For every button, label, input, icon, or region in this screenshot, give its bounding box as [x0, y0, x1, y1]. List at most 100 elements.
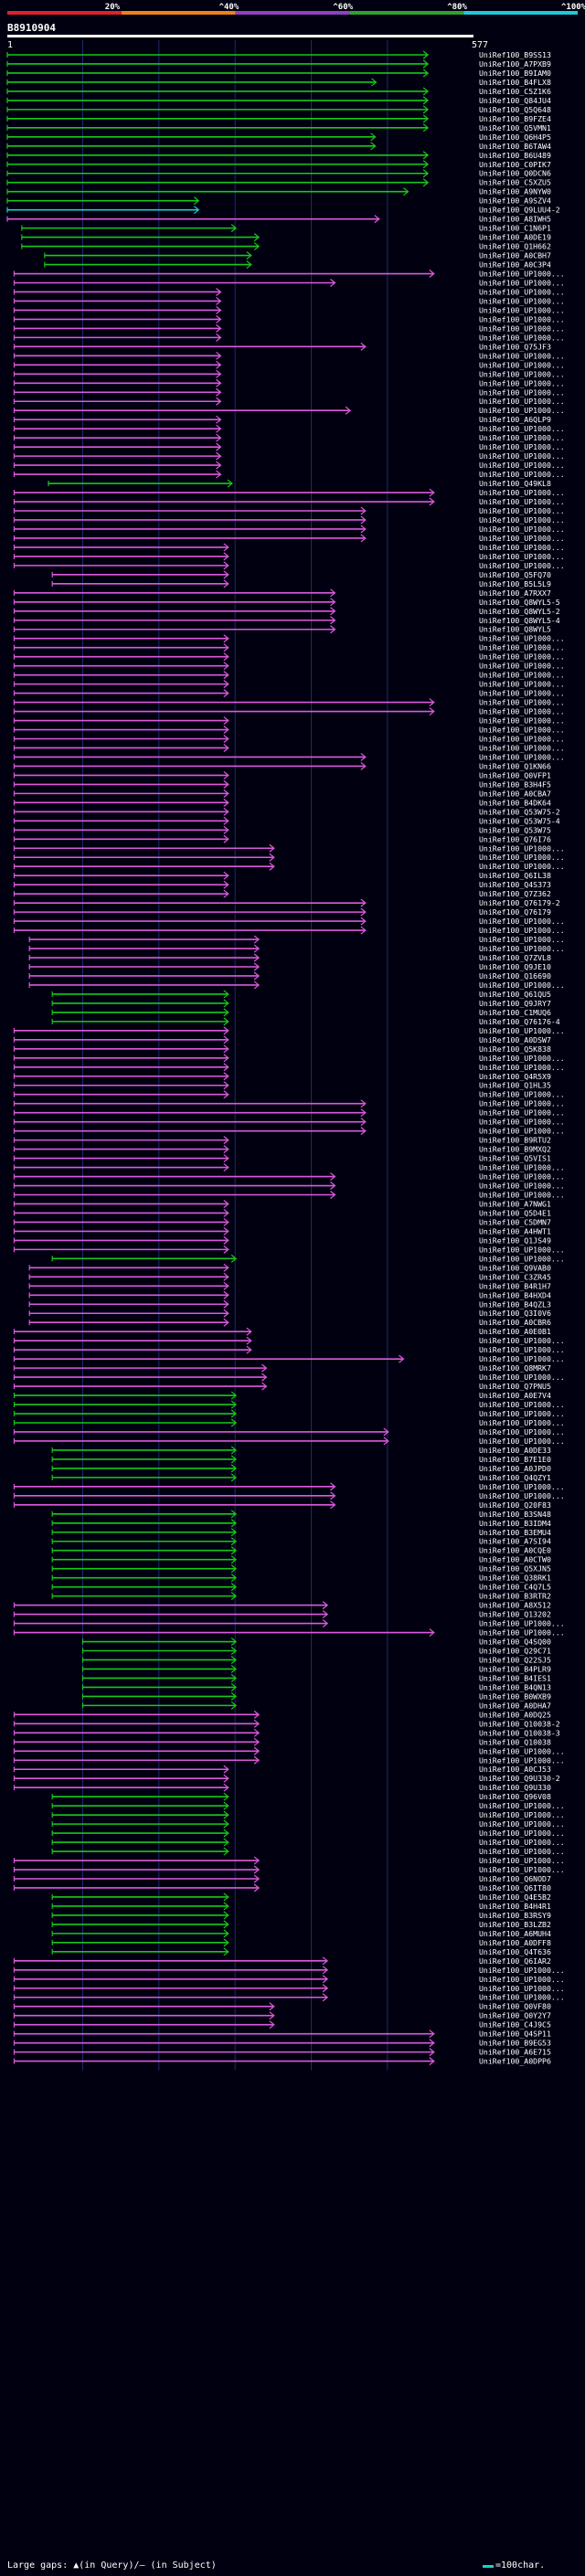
- hit-label[interactable]: UniRef100_Q9LUU4-2: [479, 206, 560, 215]
- hit-label[interactable]: UniRef100_B3EMU4: [479, 1528, 551, 1537]
- hit-label[interactable]: UniRef100_UP1000...: [479, 305, 565, 314]
- hit-label[interactable]: UniRef100_UP1000...: [479, 1118, 565, 1127]
- hit-label[interactable]: UniRef100_A8IWH5: [479, 215, 551, 224]
- hit-label[interactable]: UniRef100_UP1000...: [479, 1838, 565, 1847]
- hit-label[interactable]: UniRef100_Q9U330-2: [479, 1774, 560, 1783]
- hit-label[interactable]: UniRef100_Q84JU4: [479, 96, 551, 105]
- hit-label[interactable]: UniRef100_Q6H4P5: [479, 133, 551, 142]
- hit-label[interactable]: UniRef100_UP1000...: [479, 351, 565, 360]
- hit-label[interactable]: UniRef100_Q76179-2: [479, 898, 560, 907]
- hit-label[interactable]: UniRef100_B4DK64: [479, 798, 551, 807]
- hit-label[interactable]: UniRef100_A9NYW0: [479, 187, 551, 196]
- hit-label[interactable]: UniRef100_UP1000...: [479, 1090, 565, 1099]
- hit-label[interactable]: UniRef100_B4PLR9: [479, 1664, 551, 1673]
- hit-label[interactable]: UniRef100_A6E715: [479, 2048, 551, 2057]
- hit-label[interactable]: UniRef100_UP1000...: [479, 981, 565, 990]
- hit-label[interactable]: UniRef100_A9SZV4: [479, 196, 551, 206]
- hit-label[interactable]: UniRef100_UP1000...: [479, 935, 565, 944]
- hit-label[interactable]: UniRef100_UP1000...: [479, 662, 565, 671]
- hit-label[interactable]: UniRef100_Q9JRY7: [479, 999, 551, 1008]
- hit-label[interactable]: UniRef100_UP1000...: [479, 1801, 565, 1810]
- hit-label[interactable]: UniRef100_UP1000...: [479, 497, 565, 506]
- hit-label[interactable]: UniRef100_UP1000...: [479, 534, 565, 543]
- hit-label[interactable]: UniRef100_Q8MRK7: [479, 1363, 551, 1373]
- hit-label[interactable]: UniRef100_UP1000...: [479, 843, 565, 853]
- hit-label[interactable]: UniRef100_UP1000...: [479, 1099, 565, 1108]
- hit-label[interactable]: UniRef100_UP1000...: [479, 387, 565, 397]
- hit-label[interactable]: UniRef100_Q8WYL5-4: [479, 616, 560, 625]
- hit-label[interactable]: UniRef100_B9MXQ2: [479, 1145, 551, 1154]
- hit-label[interactable]: UniRef100_Q7Z362: [479, 889, 551, 898]
- hit-label[interactable]: UniRef100_UP1000...: [479, 1409, 565, 1418]
- hit-label[interactable]: UniRef100_UP1000...: [479, 442, 565, 451]
- hit-label[interactable]: UniRef100_C1N6P1: [479, 224, 551, 233]
- hit-label[interactable]: UniRef100_A0C3P4: [479, 260, 551, 270]
- hit-label[interactable]: UniRef100_B4HXD4: [479, 1290, 551, 1299]
- hit-label[interactable]: UniRef100_A0DE33: [479, 1446, 551, 1455]
- hit-label[interactable]: UniRef100_UP1000...: [479, 634, 565, 643]
- hit-label[interactable]: UniRef100_UP1000...: [479, 1336, 565, 1345]
- hit-label[interactable]: UniRef100_Q0VFP1: [479, 770, 551, 779]
- hit-label[interactable]: UniRef100_UP1000...: [479, 1755, 565, 1765]
- hit-label[interactable]: UniRef100_UP1000...: [479, 1984, 565, 1993]
- hit-label[interactable]: UniRef100_C3ZR45: [479, 1272, 551, 1281]
- hit-label[interactable]: UniRef100_A4HWT1: [479, 1226, 551, 1235]
- hit-label[interactable]: UniRef100_UP1000...: [479, 279, 565, 288]
- hit-label[interactable]: UniRef100_C1MUQ6: [479, 1008, 551, 1017]
- hit-label[interactable]: UniRef100_Q7PNU5: [479, 1382, 551, 1391]
- hit-label[interactable]: UniRef100_A0DSW7: [479, 1035, 551, 1044]
- hit-label[interactable]: UniRef100_Q10038-3: [479, 1728, 560, 1737]
- hit-label[interactable]: UniRef100_Q53W75-4: [479, 816, 560, 825]
- hit-label[interactable]: UniRef100_UP1000...: [479, 1847, 565, 1856]
- hit-label[interactable]: UniRef100_UP1000...: [479, 561, 565, 570]
- hit-label[interactable]: UniRef100_UP1000...: [479, 333, 565, 342]
- hit-label[interactable]: UniRef100_B4FLX8: [479, 78, 551, 87]
- hit-label[interactable]: UniRef100_B5L5L9: [479, 579, 551, 588]
- hit-label[interactable]: UniRef100_Q6NOD7: [479, 1874, 551, 1883]
- hit-label[interactable]: UniRef100_Q53W75-2: [479, 807, 560, 816]
- hit-label[interactable]: UniRef100_Q5XJN5: [479, 1564, 551, 1574]
- hit-label[interactable]: UniRef100_UP1000...: [479, 735, 565, 744]
- hit-label[interactable]: UniRef100_UP1000...: [479, 360, 565, 369]
- hit-label[interactable]: UniRef100_Q20F83: [479, 1500, 551, 1510]
- hit-label[interactable]: UniRef100_Q9U330: [479, 1783, 551, 1792]
- hit-label[interactable]: UniRef100_Q1HL35: [479, 1081, 551, 1090]
- hit-label[interactable]: UniRef100_Q3I0V6: [479, 1309, 551, 1318]
- hit-label[interactable]: UniRef100_UP1000...: [479, 406, 565, 415]
- hit-label[interactable]: UniRef100_B0WXB9: [479, 1691, 551, 1701]
- hit-label[interactable]: UniRef100_Q1H662: [479, 242, 551, 251]
- hit-label[interactable]: UniRef100_UP1000...: [479, 1345, 565, 1354]
- hit-label[interactable]: UniRef100_Q4SP11: [479, 2030, 551, 2039]
- hit-label[interactable]: UniRef100_A0DHA7: [479, 1701, 551, 1710]
- hit-label[interactable]: UniRef100_Q96V08: [479, 1792, 551, 1801]
- hit-label[interactable]: UniRef100_Q5VMN1: [479, 123, 551, 133]
- hit-label[interactable]: UniRef100_B9EG53: [479, 2039, 551, 2048]
- hit-label[interactable]: UniRef100_B3IDM4: [479, 1519, 551, 1528]
- hit-label[interactable]: UniRef100_B9IAM0: [479, 69, 551, 78]
- hit-label[interactable]: UniRef100_A0E0B1: [479, 1327, 551, 1336]
- hit-label[interactable]: UniRef100_B9FZE4: [479, 114, 551, 123]
- hit-label[interactable]: UniRef100_A0DPP6: [479, 2057, 551, 2066]
- hit-label[interactable]: UniRef100_UP1000...: [479, 1108, 565, 1118]
- hit-label[interactable]: UniRef100_UP1000...: [479, 451, 565, 461]
- hit-label[interactable]: UniRef100_Q76176-4: [479, 1017, 560, 1026]
- hit-label[interactable]: UniRef100_Q4T636: [479, 1947, 551, 1956]
- hit-label[interactable]: UniRef100_UP1000...: [479, 926, 565, 935]
- hit-label[interactable]: UniRef100_UP1000...: [479, 1865, 565, 1874]
- hit-label[interactable]: UniRef100_B7E1E0: [479, 1455, 551, 1464]
- hit-label[interactable]: UniRef100_Q6IL38: [479, 871, 551, 880]
- hit-label[interactable]: UniRef100_Q0DCN6: [479, 169, 551, 178]
- hit-label[interactable]: UniRef100_Q10038-2: [479, 1719, 560, 1728]
- hit-label[interactable]: UniRef100_Q5D4E1: [479, 1208, 551, 1217]
- hit-label[interactable]: UniRef100_UP1000...: [479, 1993, 565, 2002]
- hit-label[interactable]: UniRef100_UP1000...: [479, 314, 565, 323]
- hit-label[interactable]: UniRef100_UP1000...: [479, 726, 565, 735]
- hit-label[interactable]: UniRef100_UP1000...: [479, 506, 565, 515]
- hit-label[interactable]: UniRef100_UP1000...: [479, 707, 565, 716]
- hit-label[interactable]: UniRef100_Q49KL8: [479, 479, 551, 488]
- hit-label[interactable]: UniRef100_A0CBR6: [479, 1318, 551, 1327]
- hit-label[interactable]: UniRef100_A7RXX7: [479, 588, 551, 598]
- hit-label[interactable]: UniRef100_UP1000...: [479, 461, 565, 470]
- hit-label[interactable]: UniRef100_UP1000...: [479, 1127, 565, 1136]
- hit-label[interactable]: UniRef100_UP1000...: [479, 743, 565, 752]
